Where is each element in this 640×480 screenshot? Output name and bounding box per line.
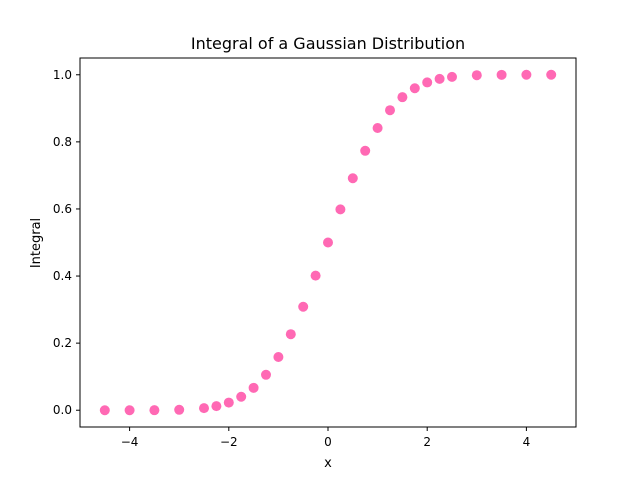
data-point <box>397 92 408 103</box>
data-point <box>99 405 110 416</box>
x-tick-label: 2 <box>423 435 431 449</box>
data-point <box>385 105 395 116</box>
data-point <box>360 145 371 156</box>
data-point <box>236 391 247 402</box>
x-tick-label: 4 <box>523 435 531 449</box>
x-tick-label: −2 <box>220 435 238 449</box>
y-axis-label: Integral <box>29 218 44 268</box>
y-axis-ticks: 0.0 0.2 0.4 0.6 0.8 1.0 <box>53 68 80 417</box>
data-point <box>124 405 135 416</box>
y-tick-label: 0.0 <box>53 403 72 417</box>
data-point <box>347 173 358 184</box>
data-point <box>149 405 160 416</box>
x-axis-ticks: −4 −2 0 2 4 <box>121 427 530 449</box>
data-point <box>174 404 185 415</box>
data-point <box>298 301 309 312</box>
data-point <box>521 69 532 80</box>
x-axis-label: x <box>324 456 332 471</box>
data-point <box>223 397 234 408</box>
data-point <box>199 403 209 414</box>
data-point <box>496 69 507 80</box>
x-tick-label: −4 <box>121 435 139 449</box>
y-tick-label: 0.6 <box>53 202 72 216</box>
data-point <box>546 69 557 80</box>
y-tick-label: 1.0 <box>53 68 72 82</box>
data-point <box>409 83 420 94</box>
scatter-points <box>99 69 557 416</box>
y-tick-label: 0.2 <box>53 336 72 350</box>
chart-title: Integral of a Gaussian Distribution <box>191 34 465 53</box>
y-tick-label: 0.4 <box>53 269 72 283</box>
data-point <box>273 351 284 362</box>
data-point <box>434 73 445 84</box>
data-point <box>471 70 482 81</box>
data-point <box>285 329 296 340</box>
data-point <box>372 123 383 134</box>
data-point <box>323 237 333 248</box>
x-tick-label: 0 <box>324 435 332 449</box>
data-point <box>422 77 433 88</box>
data-point <box>248 382 259 393</box>
y-tick-label: 0.8 <box>53 135 72 149</box>
data-point <box>447 71 457 82</box>
data-point <box>211 401 222 412</box>
data-point <box>335 204 346 215</box>
data-point <box>310 270 321 281</box>
data-point <box>261 369 271 380</box>
